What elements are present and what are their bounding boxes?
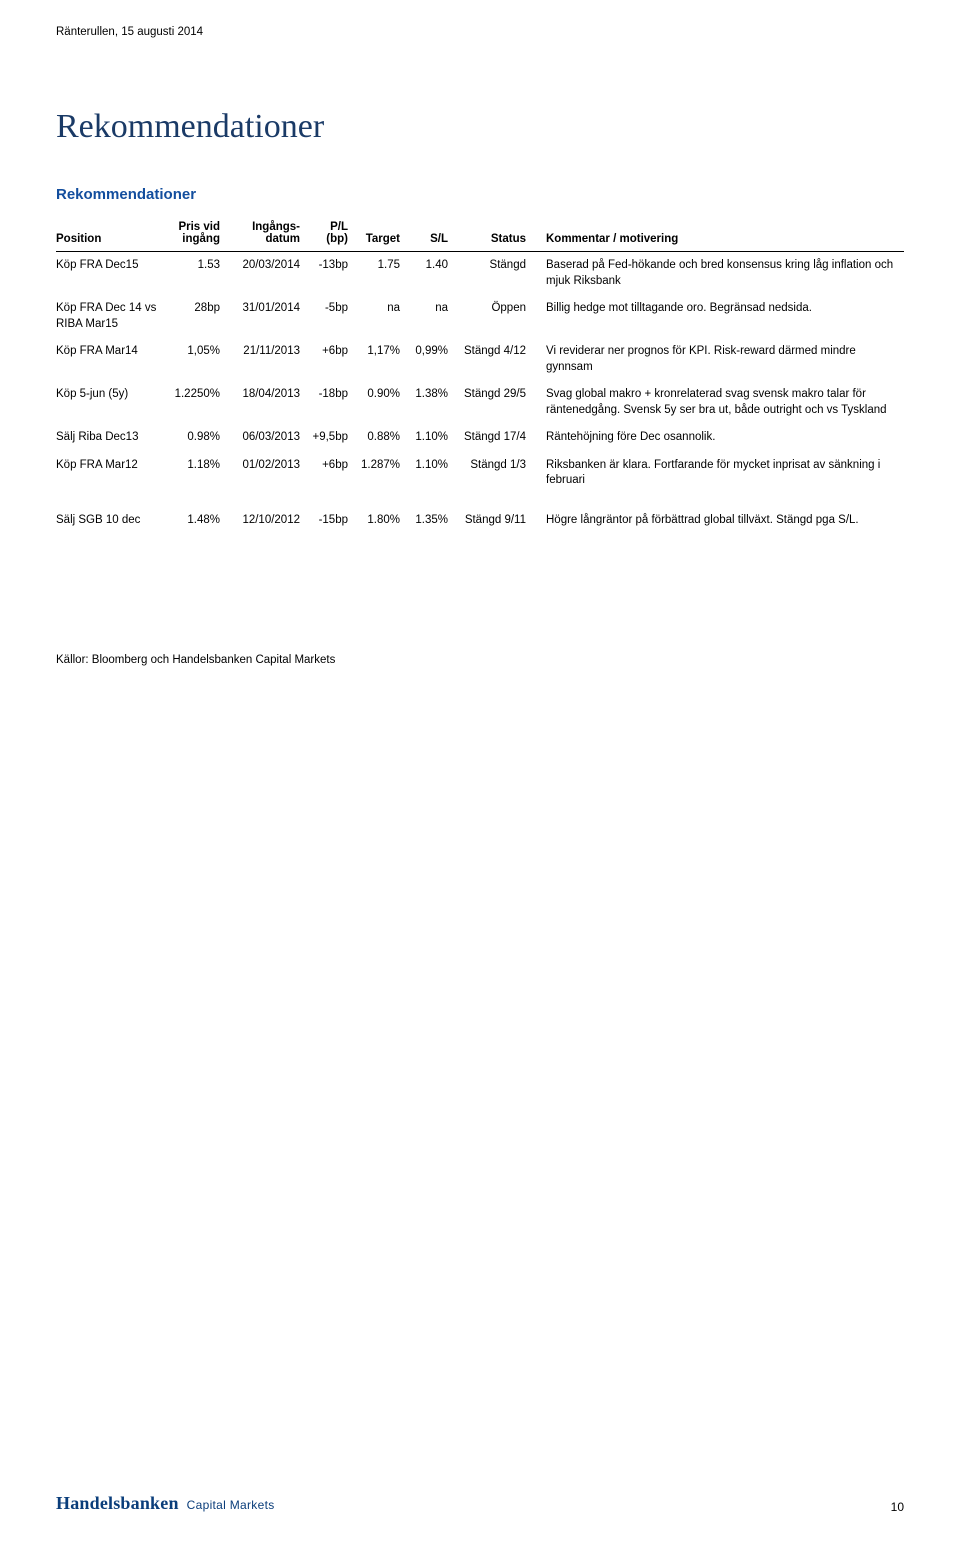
cell-sl: 1.38% (406, 381, 454, 424)
cell-comment: Vi reviderar ner prognos för KPI. Risk-r… (532, 338, 904, 381)
cell-pris: 1.18% (166, 452, 226, 495)
brand-sub-text: Capital Markets (187, 1498, 275, 1512)
cell-sl: 0,99% (406, 338, 454, 381)
cell-status: Stängd (454, 252, 532, 296)
cell-status: Öppen (454, 295, 532, 338)
cell-pris: 1,05% (166, 338, 226, 381)
col-header-pris: Pris vid ingång (166, 217, 226, 252)
col-header-status: Status (454, 217, 532, 252)
table-row: Köp FRA Dec 14 vs RIBA Mar15 28bp 31/01/… (56, 295, 904, 338)
sources-note: Källor: Bloomberg och Handelsbanken Capi… (56, 654, 904, 666)
table-row: Köp FRA Mar14 1,05% 21/11/2013 +6bp 1,17… (56, 338, 904, 381)
cell-position: Sälj SGB 10 dec (56, 495, 166, 535)
cell-pris: 1.48% (166, 495, 226, 535)
col-header-sl: S/L (406, 217, 454, 252)
col-header-comment: Kommentar / motivering (532, 217, 904, 252)
cell-pl: +6bp (306, 338, 354, 381)
col-header-position: Position (56, 217, 166, 252)
cell-status: Stängd 17/4 (454, 424, 532, 452)
cell-pris: 1.2250% (166, 381, 226, 424)
cell-sl: na (406, 295, 454, 338)
table-row: Sälj Riba Dec13 0.98% 06/03/2013 +9,5bp … (56, 424, 904, 452)
table-body: Köp FRA Dec15 1.53 20/03/2014 -13bp 1.75… (56, 252, 904, 535)
cell-position: Köp 5-jun (5y) (56, 381, 166, 424)
cell-pris: 1.53 (166, 252, 226, 296)
cell-sl: 1.10% (406, 452, 454, 495)
cell-target: 0.90% (354, 381, 406, 424)
cell-target: 1.80% (354, 495, 406, 535)
cell-sl: 1.35% (406, 495, 454, 535)
table-header-row: Position Pris vid ingång Ingångs- datum … (56, 217, 904, 252)
page-footer: Handelsbanken Capital Markets 10 (56, 1493, 904, 1514)
cell-pl: -13bp (306, 252, 354, 296)
cell-comment: Högre långräntor på förbättrad global ti… (532, 495, 904, 535)
cell-pl: -15bp (306, 495, 354, 535)
cell-position: Köp FRA Dec15 (56, 252, 166, 296)
cell-comment: Riksbanken är klara. Fortfarande för myc… (532, 452, 904, 495)
cell-pl: +6bp (306, 452, 354, 495)
cell-position: Köp FRA Mar12 (56, 452, 166, 495)
col-header-datum: Ingångs- datum (226, 217, 306, 252)
cell-datum: 01/02/2013 (226, 452, 306, 495)
cell-target: 1,17% (354, 338, 406, 381)
cell-target: 1.287% (354, 452, 406, 495)
table-row: Köp 5-jun (5y) 1.2250% 18/04/2013 -18bp … (56, 381, 904, 424)
cell-pris: 0.98% (166, 424, 226, 452)
cell-status: Stängd 1/3 (454, 452, 532, 495)
cell-datum: 21/11/2013 (226, 338, 306, 381)
table-row: Köp FRA Dec15 1.53 20/03/2014 -13bp 1.75… (56, 252, 904, 296)
cell-pl: -18bp (306, 381, 354, 424)
cell-pl: +9,5bp (306, 424, 354, 452)
cell-position: Köp FRA Mar14 (56, 338, 166, 381)
cell-target: 0.88% (354, 424, 406, 452)
cell-position: Sälj Riba Dec13 (56, 424, 166, 452)
page-container: Ränterullen, 15 augusti 2014 Rekommendat… (0, 0, 960, 1546)
cell-position: Köp FRA Dec 14 vs RIBA Mar15 (56, 295, 166, 338)
footer-brand: Handelsbanken Capital Markets (56, 1493, 275, 1514)
col-header-pl: P/L (bp) (306, 217, 354, 252)
cell-sl: 1.40 (406, 252, 454, 296)
cell-pl: -5bp (306, 295, 354, 338)
brand-main-text: Handelsbanken (56, 1493, 179, 1514)
col-header-target: Target (354, 217, 406, 252)
cell-datum: 31/01/2014 (226, 295, 306, 338)
table-row: Sälj SGB 10 dec 1.48% 12/10/2012 -15bp 1… (56, 495, 904, 535)
document-meta: Ränterullen, 15 augusti 2014 (56, 26, 904, 38)
cell-status: Stängd 29/5 (454, 381, 532, 424)
cell-datum: 12/10/2012 (226, 495, 306, 535)
cell-datum: 06/03/2013 (226, 424, 306, 452)
page-title: Rekommendationer (56, 108, 904, 146)
cell-status: Stängd 4/12 (454, 338, 532, 381)
cell-datum: 18/04/2013 (226, 381, 306, 424)
cell-status: Stängd 9/11 (454, 495, 532, 535)
cell-comment: Baserad på Fed-hökande och bred konsensu… (532, 252, 904, 296)
page-number: 10 (891, 1500, 904, 1514)
cell-target: na (354, 295, 406, 338)
table-row: Köp FRA Mar12 1.18% 01/02/2013 +6bp 1.28… (56, 452, 904, 495)
cell-comment: Svag global makro + kronrelaterad svag s… (532, 381, 904, 424)
cell-datum: 20/03/2014 (226, 252, 306, 296)
cell-comment: Räntehöjning före Dec osannolik. (532, 424, 904, 452)
cell-pris: 28bp (166, 295, 226, 338)
recommendations-table: Position Pris vid ingång Ingångs- datum … (56, 217, 904, 534)
cell-target: 1.75 (354, 252, 406, 296)
section-title: Rekommendationer (56, 186, 904, 203)
cell-comment: Billig hedge mot tilltagande oro. Begrän… (532, 295, 904, 338)
cell-sl: 1.10% (406, 424, 454, 452)
